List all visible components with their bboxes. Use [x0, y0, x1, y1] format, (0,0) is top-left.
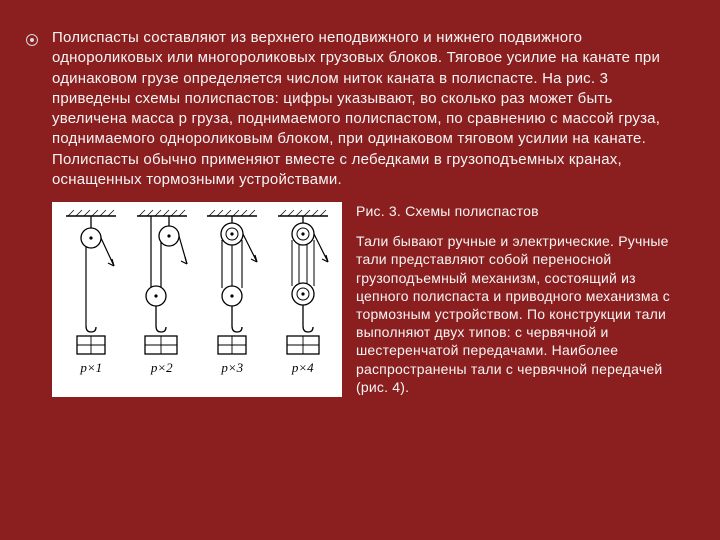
- pulley-diagram-1: p×1: [56, 208, 127, 391]
- pulley-label-3: p×3: [221, 360, 243, 376]
- pulley-diagram-3: p×3: [197, 208, 268, 391]
- pulley-diagram-2: p×2: [127, 208, 198, 391]
- main-paragraph: Полиспасты составляют из верхнего неподв…: [52, 28, 672, 190]
- pulley-diagram-4: p×4: [268, 208, 339, 391]
- bullet-marker-icon: [26, 34, 38, 46]
- right-column: Рис. 3. Схемы полиспастов Тали бывают ру…: [356, 202, 672, 396]
- figure-pulleys: p×1: [52, 202, 342, 397]
- right-paragraph: Тали бывают ручные и электрические. Ручн…: [356, 232, 672, 396]
- pulley-label-4: p×4: [292, 360, 314, 376]
- pulley-label-1: p×1: [80, 360, 102, 376]
- figure-caption: Рис. 3. Схемы полиспастов: [356, 202, 672, 220]
- pulley-label-2: p×2: [151, 360, 173, 376]
